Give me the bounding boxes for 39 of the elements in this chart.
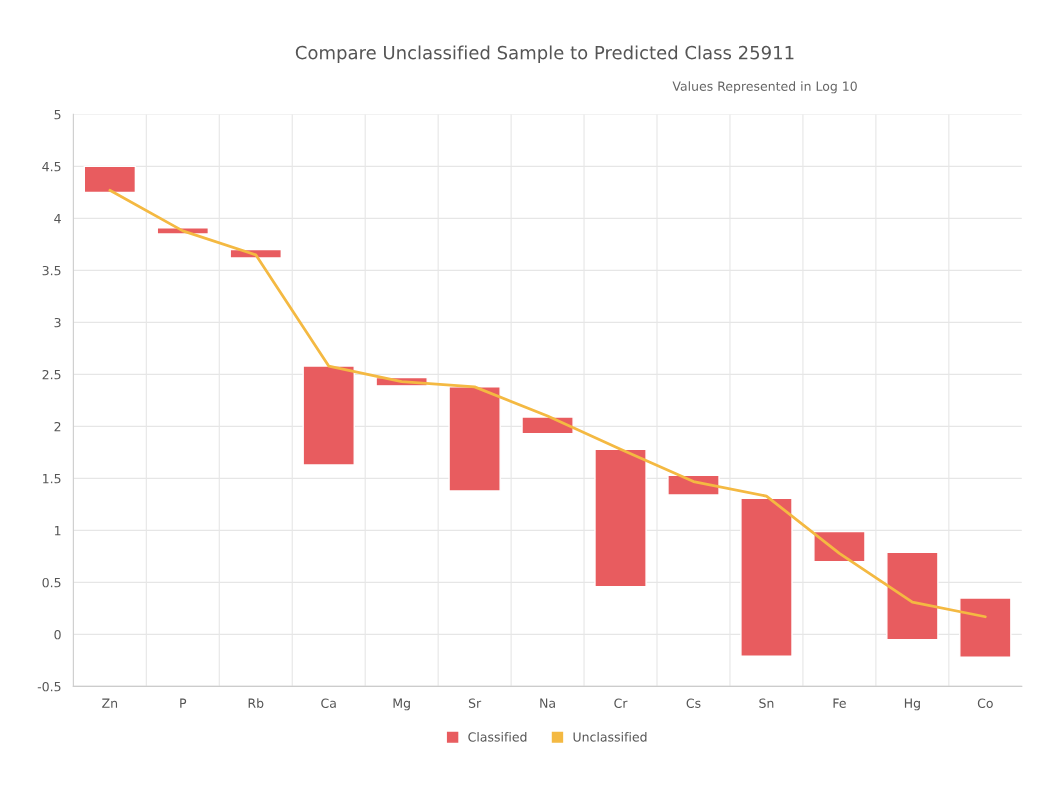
y-tick-label: 1.5 bbox=[43, 474, 61, 484]
x-tick-label: Ca bbox=[321, 698, 336, 708]
bar bbox=[886, 551, 939, 641]
x-tick-label: Mg bbox=[393, 698, 410, 711]
y-tick-label: 0.5 bbox=[42, 577, 61, 588]
y-tick-label: 4 bbox=[54, 214, 61, 224]
bar bbox=[302, 365, 355, 466]
x-tick-label: Cs bbox=[686, 698, 701, 708]
legend-label: Unclassified bbox=[573, 732, 647, 742]
x-tick-label: Co bbox=[977, 698, 993, 708]
bar bbox=[521, 416, 574, 435]
x-tick-label: Hg bbox=[904, 698, 920, 711]
x-tick-label: P bbox=[180, 698, 187, 708]
x-tick-label: Sr bbox=[468, 698, 482, 708]
y-tick-label: 3 bbox=[54, 317, 61, 328]
y-tick-label: 5 bbox=[54, 110, 61, 120]
x-tick-label: Rb bbox=[248, 698, 264, 708]
x-tick-label: Sn bbox=[759, 698, 774, 708]
y-tick-label: -0.5 bbox=[37, 681, 61, 692]
bar bbox=[83, 165, 137, 194]
bar bbox=[594, 448, 647, 588]
bar bbox=[448, 386, 501, 492]
x-tick-label: Na bbox=[540, 698, 555, 708]
y-tick-label: 1 bbox=[54, 526, 61, 536]
y-tick-label: 4.5 bbox=[42, 162, 61, 172]
y-tick-label: 2.5 bbox=[42, 369, 61, 380]
y-tick-label: 0 bbox=[54, 629, 61, 640]
y-tick-label: 3.5 bbox=[42, 265, 61, 276]
chart-subtitle: Values Represented in Log 10 bbox=[672, 81, 857, 94]
x-tick-label: Zn bbox=[102, 698, 118, 708]
legend-label: Classified bbox=[468, 732, 527, 742]
bar bbox=[813, 530, 866, 563]
line-series bbox=[108, 188, 987, 619]
bar bbox=[959, 597, 1012, 659]
bar bbox=[740, 497, 793, 657]
y-tick-label: 2 bbox=[54, 421, 61, 432]
chart-title: Compare Unclassified Sample to Predicted Class 25911 bbox=[295, 45, 794, 63]
x-tick-label: Fe bbox=[833, 698, 846, 708]
x-tick-label: Cr bbox=[614, 698, 628, 708]
